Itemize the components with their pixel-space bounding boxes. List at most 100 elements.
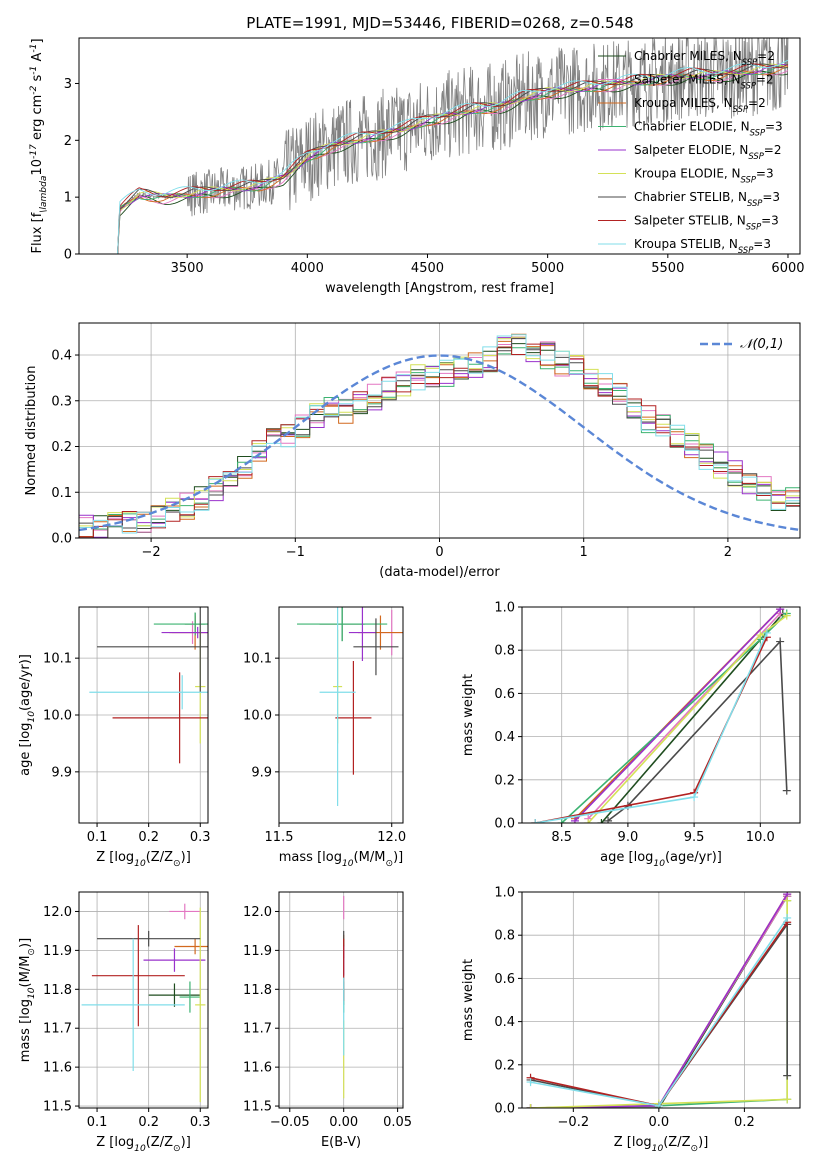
x-tick-label: 10.0 (746, 830, 775, 845)
data-point-marker (782, 611, 791, 620)
x-axis-label: mass [log10(M/M⊙)] (279, 850, 403, 869)
x-tick-label: 9.0 (618, 830, 639, 845)
data-point-marker (783, 1095, 792, 1104)
y-tick-label: 0.0 (494, 817, 515, 832)
x-tick-label: 1 (580, 545, 588, 560)
data-point-marker (654, 1101, 663, 1108)
residual-hist-panel: −2 −1 0 1 2 0.0 0.1 0.2 0.3 0.4 (data-model)/error… (24, 322, 801, 580)
x-tick-label: −0.05 (270, 1115, 310, 1130)
y-tick-label: 12.0 (243, 905, 272, 920)
y-tick-label: 0.0 (51, 532, 72, 547)
legend-label: Kroupa STELIB, NSSP=3 (634, 237, 771, 255)
legend-label: Kroupa ELODIE, NSSP=3 (634, 167, 774, 185)
mass-weight-line (587, 614, 788, 823)
x-axis-label: (data-model)/error (379, 565, 500, 580)
data-point-marker (783, 1071, 792, 1080)
model-spectrum-line (115, 63, 789, 254)
spectrum-panel: 3500 4000 4500 5000 5500 6000 0 1 2 3 wavelength [… (29, 37, 805, 296)
legend-label: Salpeter MILES, NSSP=2 (634, 73, 774, 91)
data-point-marker (526, 1078, 535, 1087)
x-tick-label: 0.05 (383, 1115, 412, 1130)
x-tick-label: 0.00 (329, 1115, 358, 1130)
model-spectrum-line (115, 70, 789, 254)
axes-frame (78, 606, 209, 824)
data-point-marker (776, 607, 785, 614)
y-tick-label: 1.0 (494, 886, 515, 901)
y-tick-label: 0 (64, 248, 72, 263)
x-tick-label: 4000 (291, 261, 324, 276)
y-tick-label: 0.0 (494, 1102, 515, 1117)
y-tick-label: 2 (64, 134, 72, 149)
data-point-marker (783, 913, 792, 922)
mass-weight-vs-age-plot-area (531, 607, 791, 823)
spectrum-legend: Chabrier MILES, NSSP=2 Salpeter MILES, NS… (598, 49, 783, 255)
x-tick-label: 0.1 (87, 1115, 108, 1130)
x-axis-label: E(B-V) (321, 1135, 361, 1150)
x-tick-label: 3500 (171, 261, 204, 276)
observed-spectrum-line (115, 38, 789, 254)
age-vs-mass-panel: 11.5 12.0 9.9 10.0 10.1 mass [log10(M/M⊙)] (243, 606, 406, 869)
y-axis-label: Flux [f\lambda10-17 erg cm-2 s-1 A-1] (29, 38, 49, 253)
x-axis-label: age [log10(age/yr)] (600, 850, 722, 869)
mass-vs-ebv-panel: −0.05 0.00 0.05 11.5 11.6 11.7 11.8 11.9 12.0 E(B… (243, 891, 412, 1150)
y-tick-label: 9.9 (251, 765, 272, 780)
y-tick-label: 11.5 (243, 1100, 272, 1115)
x-tick-label: −0.2 (558, 1115, 590, 1130)
data-point-marker (557, 819, 566, 823)
y-axis-label: mass weight (461, 959, 476, 1041)
y-tick-label: 0.2 (494, 1058, 515, 1073)
y-tick-label: 10.0 (243, 709, 272, 724)
age-vs-mass-plot-area (297, 607, 403, 806)
mass-vs-Z-panel: 0.1 0.2 0.3 11.5 11.6 11.7 11.8 11.9 12.0 Z [log1… (18, 891, 211, 1154)
data-point-marker (783, 896, 792, 905)
mass-weight-line (600, 612, 784, 823)
y-tick-label: 0.6 (494, 972, 515, 987)
mass-weight-line (607, 639, 788, 822)
legend-label: Chabrier ELODIE, NSSP=3 (634, 120, 783, 138)
histogram-step-line (79, 343, 800, 538)
x-tick-label: 11.5 (265, 830, 294, 845)
y-tick-label: 0.4 (494, 1015, 515, 1030)
y-tick-label: 0.4 (51, 349, 72, 364)
age-vs-Z-panel: 0.1 0.2 0.3 9.9 10.0 10.1 Z [log10(Z/Z⊙)] age [… (18, 606, 211, 869)
data-point-marker (531, 819, 540, 823)
x-tick-label: −2 (142, 545, 161, 560)
mass-weight-vs-Z-panel: −0.2 0.0 0.2 0.0 0.2 0.4 0.6 0.8 1.0 Z [log10(Z/Z… (461, 886, 801, 1154)
x-tick-label: 0.2 (734, 1115, 755, 1130)
mass-weight-vs-age-panel: 8.5 9.0 9.5 10.0 0.0 0.2 0.4 0.6 0.8 1.0 age [log1… (461, 601, 801, 869)
y-tick-label: 11.5 (43, 1100, 72, 1115)
x-tick-label: 0.3 (190, 830, 211, 845)
y-tick-label: 0.1 (51, 486, 72, 501)
axes-frame (521, 606, 801, 824)
gaussian-reference-curve (79, 354, 800, 532)
mass-weight-vs-Z-plot-area (526, 892, 792, 1108)
spectrum-plot-area (115, 38, 789, 254)
y-tick-label: 1.0 (494, 601, 515, 616)
x-axis-label: Z [log10(Z/Z⊙)] (614, 1135, 709, 1154)
model-spectrum-line (115, 63, 789, 254)
y-tick-label: 12.0 (43, 905, 72, 920)
data-point-marker (762, 628, 771, 637)
y-tick-label: 10.1 (243, 652, 272, 667)
y-tick-label: 3 (64, 77, 72, 92)
y-tick-label: 9.9 (51, 765, 72, 780)
x-tick-label: 8.5 (551, 830, 572, 845)
axes-frame (78, 37, 801, 255)
legend-label: Kroupa MILES, NSSP=2 (634, 96, 766, 114)
x-axis-label: Z [log10(Z/Z⊙)] (96, 850, 191, 869)
x-tick-label: 5500 (651, 261, 684, 276)
y-axis-label: age [log10(age/yr)] (18, 654, 37, 776)
y-tick-label: 10.1 (43, 652, 72, 667)
y-axis-label: mass weight (461, 674, 476, 756)
y-tick-label: 11.7 (43, 1022, 72, 1037)
histogram-step-line (79, 334, 800, 534)
data-point-marker (570, 816, 579, 823)
axes-frame (78, 322, 801, 539)
model-spectrum-line (115, 59, 789, 254)
model-spectrum-line (115, 70, 789, 254)
data-point-marker (776, 637, 785, 646)
mass-weight-line (574, 608, 781, 822)
x-tick-label: 0.2 (138, 1115, 159, 1130)
y-tick-label: 0.2 (51, 440, 72, 455)
axes-frame (278, 891, 404, 1109)
